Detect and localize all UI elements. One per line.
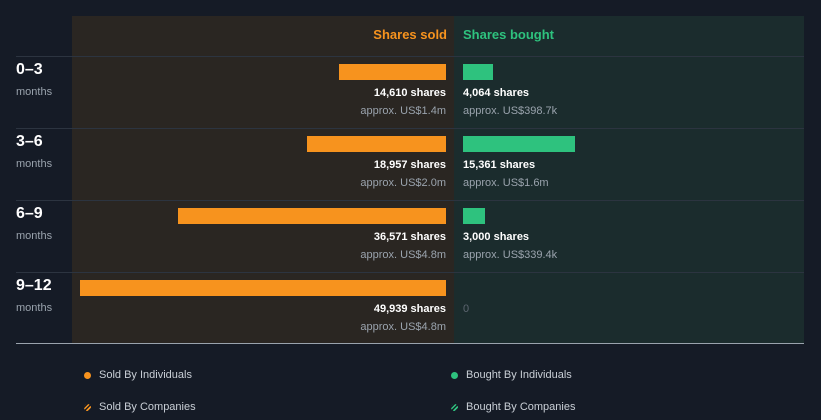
period-label: 6–9	[16, 205, 43, 222]
bought-value-label: approx. US$339.4k	[463, 249, 558, 261]
sold-bar	[178, 208, 446, 224]
sold-shares-label: 49,939 shares	[373, 303, 446, 315]
bought-value-label: approx. US$398.7k	[463, 105, 558, 117]
bought-bar	[463, 136, 575, 152]
striped-swatch-icon	[84, 403, 91, 411]
row-separator	[16, 272, 804, 273]
bought-bar	[463, 208, 485, 224]
sold-value-label: approx. US$2.0m	[360, 177, 446, 189]
chart-baseline	[16, 343, 804, 344]
sold-value-label: approx. US$4.8m	[360, 249, 446, 261]
legend-item: Bought By Companies	[451, 401, 575, 413]
legend-label: Sold By Companies	[99, 401, 196, 413]
legend-item: Sold By Companies	[84, 401, 196, 413]
bought-shares-label: 3,000 shares	[463, 231, 530, 243]
legend-label: Bought By Companies	[466, 401, 576, 413]
legend-item: Bought By Individuals	[451, 369, 572, 381]
bought-value-label: approx. US$1.6m	[463, 177, 549, 189]
bought-shares-label: 15,361 shares	[463, 159, 536, 171]
row-separator	[16, 128, 804, 129]
period-unit-label: months	[16, 230, 53, 242]
legend-label: Bought By Individuals	[466, 369, 572, 381]
sold-value-label: approx. US$4.8m	[360, 321, 446, 333]
period-unit-label: months	[16, 302, 53, 314]
row-separator	[16, 56, 804, 57]
bought-panel	[454, 16, 804, 343]
period-label: 0–3	[16, 61, 43, 78]
bought-zero-label: 0	[463, 303, 470, 315]
legend-label: Sold By Individuals	[99, 369, 192, 381]
period-unit-label: months	[16, 158, 53, 170]
dot-swatch-icon	[84, 371, 91, 379]
sold-shares-label: 14,610 shares	[373, 87, 446, 99]
sold-bar	[307, 136, 446, 152]
sold-bar	[339, 64, 446, 80]
legend-item: Sold By Individuals	[84, 369, 192, 381]
period-label: 9–12	[16, 277, 52, 294]
period-label: 3–6	[16, 133, 43, 150]
dot-swatch-icon	[451, 371, 458, 379]
striped-swatch-icon	[451, 403, 458, 411]
sold-value-label: approx. US$1.4m	[360, 105, 446, 117]
bought-shares-label: 4,064 shares	[463, 87, 530, 99]
shares-bought-header: Shares bought	[463, 27, 555, 42]
sold-bar	[80, 280, 446, 296]
period-unit-label: months	[16, 86, 53, 98]
sold-shares-label: 18,957 shares	[373, 159, 446, 171]
row-separator	[16, 200, 804, 201]
bought-bar	[463, 64, 493, 80]
sold-shares-label: 36,571 shares	[373, 231, 446, 243]
shares-sold-header: Shares sold	[373, 27, 447, 42]
